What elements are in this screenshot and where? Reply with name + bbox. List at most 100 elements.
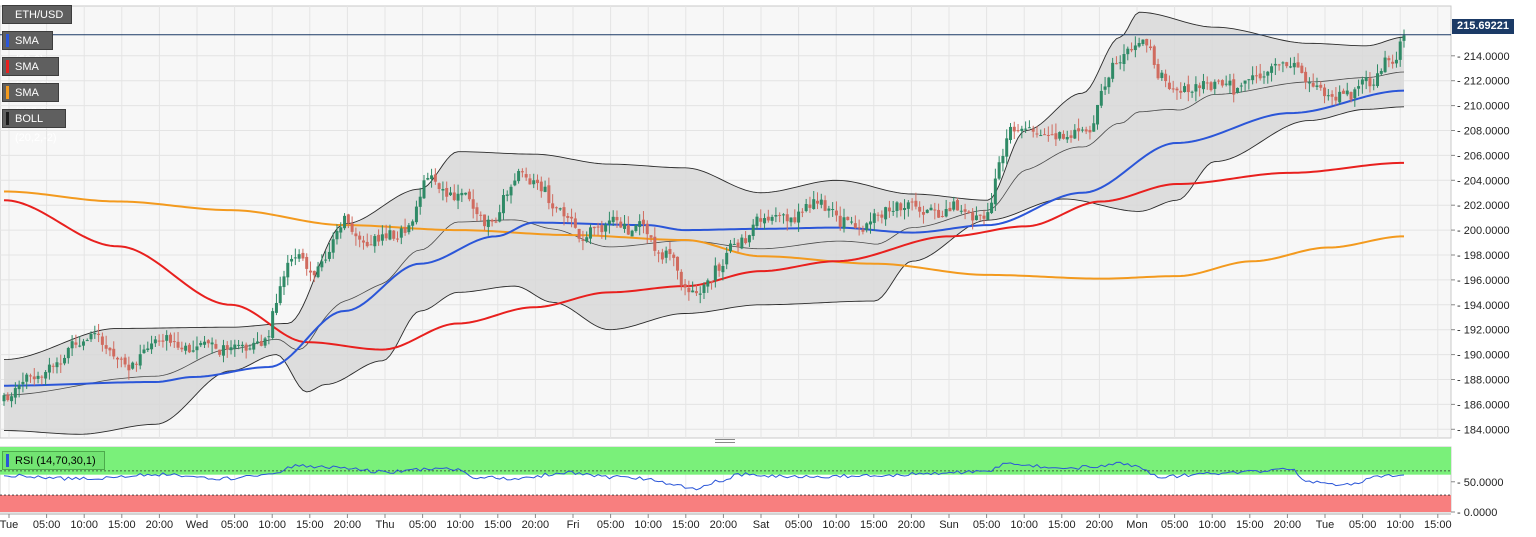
rsi-swatch [6, 454, 9, 467]
candle-body [1341, 90, 1345, 94]
candle-body [274, 302, 278, 313]
candle-body [123, 357, 127, 365]
candle-body [138, 354, 142, 366]
candle-body [59, 363, 63, 365]
candle-body [97, 333, 101, 335]
candle-body [361, 240, 365, 243]
x-tick-label: 15:00 [672, 519, 700, 531]
candle-body [623, 223, 627, 229]
candle-body [1088, 129, 1092, 133]
candle-body [384, 233, 388, 239]
candle-body [17, 385, 21, 390]
candle-body [467, 191, 471, 200]
rsi-line [3, 461, 1405, 491]
candle-body [6, 395, 10, 401]
candle-body [1224, 83, 1228, 85]
x-tick-label: Sun [939, 519, 959, 531]
candle-body [842, 217, 846, 229]
x-tick-label: 10:00 [634, 519, 662, 531]
candle-body [218, 349, 222, 355]
candle-body [732, 244, 736, 246]
candle-body [588, 227, 592, 239]
candle-body [100, 336, 104, 345]
candle-body [460, 192, 464, 196]
candle-body [10, 396, 14, 402]
candle-body [293, 257, 297, 259]
candle-body [165, 335, 169, 341]
candle-body [626, 225, 630, 235]
candle-body [755, 216, 759, 227]
candle-body [195, 346, 199, 351]
y-tick-label: - 200.0000 [1457, 225, 1510, 237]
boll-tag[interactable]: BOLL (20,2,-2) [2, 109, 66, 144]
candle-body [634, 225, 638, 231]
pane-resize-handle[interactable] [715, 439, 735, 445]
candle-body [967, 211, 971, 213]
candle-body [180, 347, 184, 350]
candle-body [116, 357, 120, 360]
candle-body [305, 256, 309, 269]
rsi-tag[interactable]: RSI (14,70,30,1) [2, 451, 105, 470]
candle-body [411, 221, 415, 226]
candle-body [433, 174, 437, 182]
candle-body [1402, 35, 1406, 41]
sma200-tag[interactable]: SMA (200,0) [2, 83, 59, 118]
x-tick-label: 20:00 [1086, 519, 1114, 531]
candle-body [1111, 62, 1115, 79]
candle-body [744, 238, 748, 244]
candle-body [1368, 78, 1372, 87]
x-tick-label: 10:00 [258, 519, 286, 531]
candle-body [1228, 80, 1232, 86]
candle-body [679, 271, 683, 286]
candle-body [766, 216, 770, 221]
candle-body [445, 187, 449, 197]
sma100-tag[interactable]: SMA (100,0) [2, 57, 59, 92]
candle-body [857, 227, 861, 229]
x-tick-label: 05:00 [1349, 519, 1377, 531]
candle-body [271, 311, 275, 338]
candle-body [974, 215, 978, 221]
candle-body [952, 201, 956, 210]
candle-body [1156, 64, 1160, 79]
candle-body [891, 210, 895, 212]
boll-swatch [6, 112, 9, 125]
candle-body [380, 234, 384, 241]
candle-body [1383, 57, 1387, 73]
x-tick-label: Tue [0, 519, 18, 531]
candle-body [1073, 129, 1077, 139]
candle-body [562, 207, 566, 217]
x-tick-label: 10:00 [1010, 519, 1038, 531]
candle-body [910, 201, 914, 203]
candle-body [649, 235, 653, 238]
x-tick-label: Wed [186, 519, 208, 531]
candle-body [1069, 135, 1073, 138]
y-tick-label: - 208.0000 [1457, 125, 1510, 137]
candle-body [66, 347, 70, 359]
candle-body [252, 342, 256, 350]
candle-body [168, 334, 172, 343]
x-tick-label: 15:00 [1424, 519, 1452, 531]
candle-body [464, 192, 468, 195]
candle-body [346, 214, 350, 224]
y-tick-label: - 188.0000 [1457, 374, 1510, 386]
candle-body [778, 214, 782, 216]
candle-body [244, 344, 248, 351]
x-tick-label: 15:00 [1236, 519, 1264, 531]
candle-body [509, 186, 513, 196]
candle-body [112, 348, 116, 357]
candle-body [286, 262, 290, 278]
candle-body [694, 291, 698, 294]
candle-body [831, 209, 835, 211]
candle-body [641, 219, 645, 225]
sma50-tag[interactable]: SMA (50,0) [2, 31, 53, 66]
symbol-tag[interactable]: ETH/USD [2, 5, 73, 24]
x-tick-label: Sat [753, 519, 770, 531]
candle-body [751, 224, 755, 237]
candle-body [884, 207, 888, 220]
candle-body [89, 333, 93, 340]
candle-body [430, 175, 434, 180]
x-tick-label: 20:00 [898, 519, 926, 531]
candle-body [1391, 61, 1395, 64]
candle-body [615, 216, 619, 221]
